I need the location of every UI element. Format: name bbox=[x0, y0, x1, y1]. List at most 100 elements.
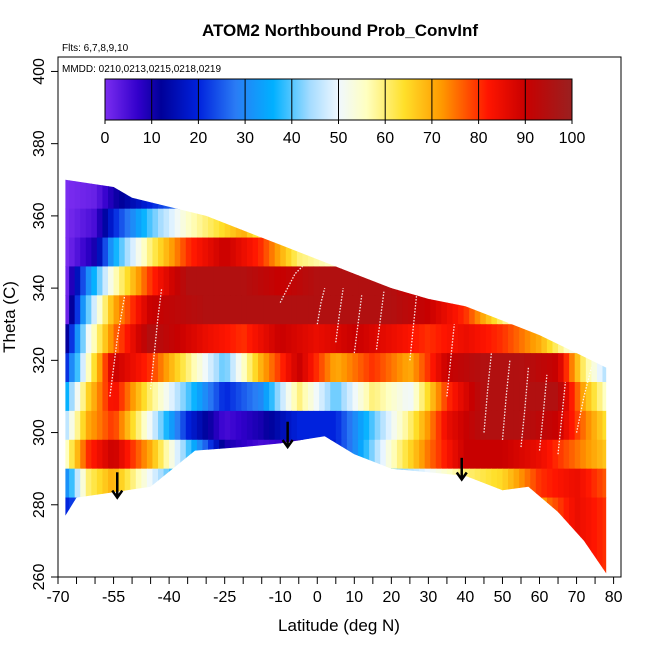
heatmap-cell bbox=[413, 208, 420, 239]
heatmap-cell bbox=[596, 439, 604, 470]
heatmap-cell bbox=[302, 439, 309, 470]
heatmap-cell bbox=[580, 179, 587, 210]
heatmap-cell bbox=[258, 295, 265, 325]
heatmap-cell bbox=[552, 237, 559, 268]
heatmap-cell bbox=[396, 237, 404, 268]
heatmap-cell bbox=[141, 324, 148, 354]
heatmap-cell bbox=[491, 295, 498, 325]
heatmap-cell bbox=[413, 468, 420, 499]
heatmap-cell bbox=[458, 382, 465, 412]
heatmap-cell bbox=[130, 353, 137, 383]
heatmap-cell bbox=[424, 266, 431, 296]
heatmap-cell bbox=[263, 237, 270, 268]
heatmap-cell bbox=[108, 266, 115, 296]
heatmap-cell bbox=[69, 179, 76, 210]
heatmap-cell bbox=[413, 382, 420, 412]
heatmap-cell bbox=[413, 324, 420, 354]
heatmap-cell bbox=[463, 382, 470, 412]
heatmap-cell bbox=[541, 179, 548, 210]
heatmap-cell bbox=[119, 353, 126, 383]
heatmap-cell bbox=[213, 266, 220, 296]
heatmap-cell bbox=[65, 179, 70, 210]
heatmap-cell bbox=[85, 353, 92, 383]
heatmap-cell bbox=[330, 295, 337, 325]
heatmap-cell bbox=[502, 266, 509, 296]
heatmap-cell bbox=[146, 324, 154, 354]
heatmap-cell bbox=[552, 468, 559, 499]
heatmap-cell bbox=[152, 237, 159, 268]
heatmap-cell bbox=[185, 208, 192, 239]
heatmap-cell bbox=[185, 468, 192, 499]
heatmap-cell bbox=[446, 208, 454, 239]
y-axis-label: Theta (C) bbox=[0, 281, 19, 353]
heatmap-cell bbox=[458, 208, 465, 239]
heatmap-cell bbox=[196, 324, 204, 354]
heatmap-cell bbox=[219, 468, 226, 499]
heatmap-cell bbox=[585, 382, 592, 412]
heatmap-cell bbox=[608, 440, 614, 469]
flight-track bbox=[149, 288, 163, 390]
heatmap-cell bbox=[285, 497, 292, 574]
heatmap-cell bbox=[208, 353, 215, 383]
heatmap-cell bbox=[319, 497, 326, 574]
heatmap-cell bbox=[569, 468, 576, 499]
heatmap-cell bbox=[91, 382, 98, 412]
heatmap-cell bbox=[569, 237, 576, 268]
heatmap-cell bbox=[619, 238, 625, 267]
heatmap-cell bbox=[402, 179, 409, 210]
heatmap-cell bbox=[263, 324, 270, 354]
colorbar-tick-label: 30 bbox=[236, 130, 254, 147]
heatmap-cell bbox=[180, 208, 187, 239]
heatmap-cell bbox=[241, 237, 248, 268]
colorbar-tick-label: 0 bbox=[101, 130, 110, 147]
heatmap-cell bbox=[385, 179, 392, 210]
heatmap-cell bbox=[213, 439, 220, 470]
heatmap-cell bbox=[558, 295, 565, 325]
heatmap-cell bbox=[202, 237, 209, 268]
heatmap-cell bbox=[396, 468, 404, 499]
x-tick-label: -55 bbox=[102, 589, 125, 606]
heatmap-cell bbox=[85, 410, 92, 441]
heatmap-cell bbox=[419, 179, 426, 210]
heatmap-cell bbox=[313, 324, 320, 354]
heatmap-cell bbox=[452, 266, 459, 296]
heatmap-cell bbox=[485, 208, 492, 239]
heatmap-cell bbox=[252, 208, 259, 239]
heatmap-cell bbox=[574, 295, 581, 325]
heatmap-cell bbox=[580, 324, 587, 354]
heatmap-cell bbox=[258, 208, 265, 239]
heatmap-cell bbox=[535, 353, 542, 383]
heatmap-cell bbox=[535, 179, 542, 210]
heatmap-cell bbox=[135, 179, 142, 210]
heatmap-cell bbox=[502, 497, 509, 574]
heatmap-cell bbox=[602, 497, 607, 574]
heatmap-cell bbox=[213, 295, 220, 325]
heatmap-cell bbox=[269, 324, 276, 354]
heatmap-cell bbox=[474, 353, 481, 383]
heatmap-cell bbox=[558, 497, 565, 574]
heatmap-cell bbox=[146, 266, 154, 296]
heatmap-cell bbox=[608, 353, 614, 382]
heatmap-cell bbox=[146, 208, 154, 239]
heatmap-cell bbox=[158, 410, 165, 441]
heatmap-cell bbox=[141, 410, 148, 441]
x-tick-label: -10 bbox=[269, 589, 292, 606]
heatmap-cell bbox=[524, 410, 531, 441]
heatmap-cell bbox=[580, 497, 587, 574]
heatmap-cell bbox=[430, 208, 437, 239]
heatmap-cell bbox=[65, 382, 70, 412]
heatmap-cell bbox=[608, 382, 614, 411]
heatmap-cell bbox=[241, 208, 248, 239]
heatmap-cell bbox=[208, 295, 215, 325]
heatmap-cell bbox=[224, 237, 231, 268]
heatmap-cell bbox=[230, 382, 237, 412]
heatmap-cell bbox=[535, 208, 542, 239]
heatmap-cell bbox=[269, 237, 276, 268]
heatmap-cell bbox=[341, 468, 348, 499]
heatmap-cell bbox=[346, 208, 354, 239]
heatmap-cell bbox=[296, 208, 304, 239]
heatmap-cell bbox=[519, 208, 526, 239]
heatmap-cell bbox=[485, 410, 492, 441]
heatmap-cell bbox=[463, 237, 470, 268]
heatmap-cell bbox=[585, 208, 592, 239]
